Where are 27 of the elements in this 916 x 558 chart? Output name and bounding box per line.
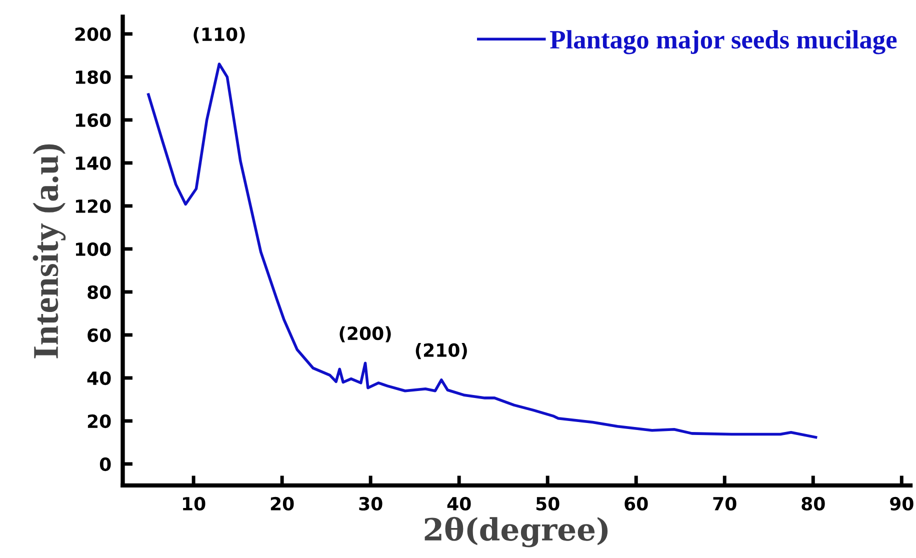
x-tick-label: 20 (270, 496, 294, 511)
x-tick-label: 40 (447, 496, 471, 511)
annotation: (110) (194, 27, 245, 44)
line-series (147, 62, 818, 439)
y-tick-label: 160 (76, 113, 111, 128)
x-tick-label: 60 (624, 496, 648, 511)
y-tick-label: 200 (75, 27, 111, 42)
y-tick-label: 180 (76, 70, 111, 84)
y-tick-label: 40 (87, 371, 111, 386)
annotation: (200) (340, 326, 391, 342)
legend-label: Plantago major seeds mucilage (550, 30, 897, 54)
y-axis-title: Intensity (a.u) (32, 144, 66, 358)
y-tick-label: 20 (88, 414, 111, 428)
x-tick-label: 30 (359, 496, 382, 511)
x-tick-label: 70 (713, 496, 736, 511)
x-tick-label: 50 (536, 496, 560, 511)
annotation: (210) (416, 342, 467, 360)
y-tick-label: 0 (100, 457, 111, 472)
y-tick-label: 120 (76, 199, 111, 214)
x-tick-label: 80 (802, 496, 825, 511)
y-tick-label: 140 (76, 156, 111, 170)
y-tick-label: 60 (88, 328, 111, 342)
x-tick-label: 90 (890, 496, 914, 511)
x-axis-title: 2θ(degree) (424, 516, 608, 548)
y-tick-label: 100 (76, 242, 111, 256)
y-tick-label: 80 (88, 285, 111, 300)
x-tick-label: 10 (183, 496, 206, 511)
